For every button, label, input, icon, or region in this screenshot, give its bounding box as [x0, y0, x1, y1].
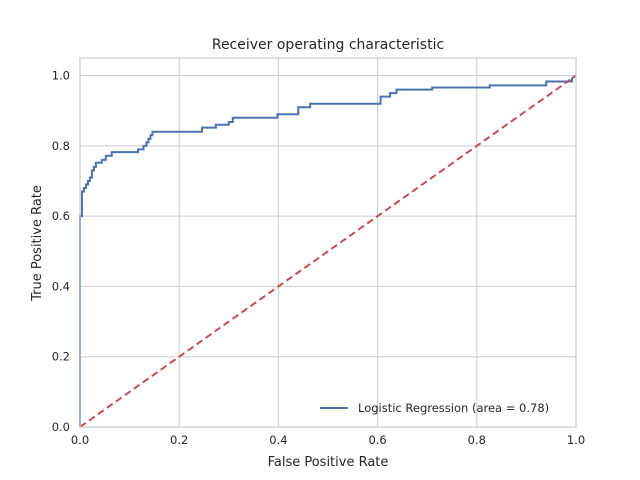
y-tick-label: 0.4	[52, 279, 70, 293]
chance-diagonal-line	[79, 74, 577, 428]
y-tick-label: 0.0	[52, 420, 70, 434]
grid	[79, 58, 577, 428]
legend-entry-logistic-regression: Logistic Regression (area = 0.78)	[358, 401, 549, 415]
x-tick-label: 0.0	[71, 433, 89, 447]
chart-title: Receiver operating characteristic	[212, 37, 444, 53]
x-tick-label: 0.6	[368, 433, 386, 447]
y-axis-label: True Positive Rate	[30, 185, 45, 302]
x-tick-label: 0.2	[170, 433, 188, 447]
tick-labels: 0.0 0.2 0.4 0.6 0.8 1.0 0.0 0.2 0.4 0.6 0.8 1.0	[52, 69, 585, 447]
y-tick-label: 0.2	[52, 350, 70, 364]
y-tick-label: 1.0	[52, 69, 70, 83]
y-tick-label: 0.8	[52, 139, 70, 153]
roc-curve-line	[79, 74, 577, 427]
x-tick-label: 0.8	[468, 433, 486, 447]
series-layer	[79, 74, 577, 428]
x-tick-label: 0.4	[269, 433, 287, 447]
axes-frame	[79, 57, 577, 428]
x-tick-label: 1.0	[567, 433, 585, 447]
y-tick-label: 0.6	[52, 209, 70, 223]
x-axis-label: False Positive Rate	[268, 455, 389, 470]
legend: Logistic Regression (area = 0.78)	[320, 401, 549, 415]
